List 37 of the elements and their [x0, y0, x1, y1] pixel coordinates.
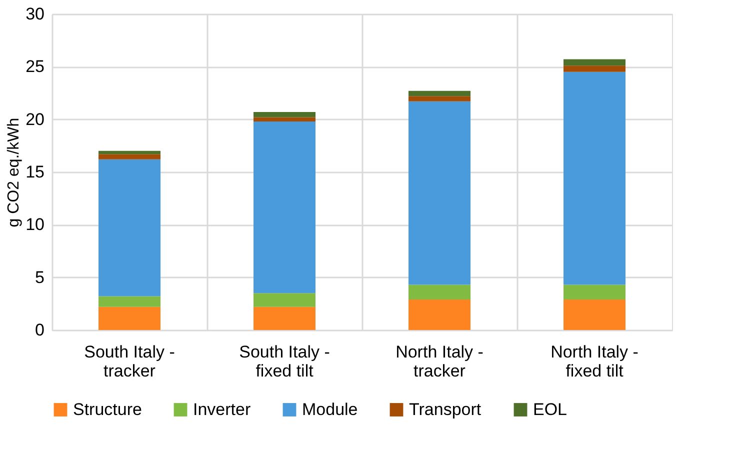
x-tick-label: North Italy - fixed tilt — [550, 342, 638, 380]
legend-label: Transport — [409, 400, 482, 419]
bar — [564, 284, 626, 300]
bar — [408, 96, 470, 102]
bar — [98, 150, 160, 154]
bar — [564, 72, 626, 285]
x-tick-label: South Italy - tracker — [84, 342, 175, 380]
y-axis-title: g CO2 eq./kWh — [6, 118, 23, 228]
bar — [254, 293, 316, 307]
bar — [408, 90, 470, 96]
y-tick-label: 20 — [26, 110, 44, 129]
legend-label: Module — [302, 400, 358, 419]
bar — [98, 154, 160, 160]
bar — [254, 117, 316, 122]
bar — [98, 296, 160, 307]
bar — [254, 112, 316, 118]
y-tick-label: 25 — [26, 57, 44, 76]
legend-label: Inverter — [193, 400, 251, 419]
legend-label: Structure — [73, 400, 142, 419]
bar — [564, 59, 626, 66]
bar — [98, 159, 160, 296]
bar — [564, 66, 626, 72]
x-tick-label: North Italy - tracker — [396, 342, 484, 380]
x-tick-label: South Italy - fixed tilt — [239, 342, 330, 380]
y-tick-label: 30 — [26, 4, 44, 24]
bar — [408, 284, 470, 300]
y-tick-label: 10 — [26, 215, 44, 234]
legend-label: EOL — [533, 400, 568, 419]
bar — [254, 121, 316, 294]
bar — [408, 101, 470, 285]
y-tick-label: 0 — [35, 320, 44, 340]
y-tick-label: 5 — [35, 268, 44, 287]
bar — [408, 299, 470, 330]
bar — [98, 306, 160, 330]
y-tick-label: 15 — [26, 162, 44, 182]
bar — [254, 306, 316, 330]
bar — [564, 299, 626, 330]
